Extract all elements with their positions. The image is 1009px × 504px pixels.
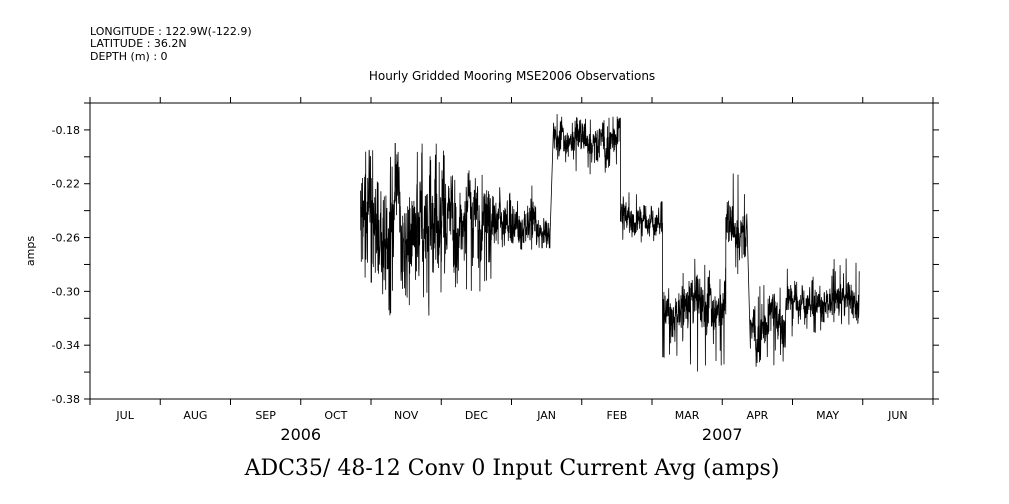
y-axis-label: amps (24, 236, 37, 266)
depth-label: DEPTH (m) : 0 (90, 50, 168, 63)
month-label: DEC (465, 409, 488, 422)
month-label: OCT (324, 409, 347, 422)
x-axis: JUL AUG SEP OCT NOV DEC JAN FEB MAR APR MAY JUN 2006… (89, 97, 934, 444)
month-label: MAY (816, 409, 839, 422)
y-tick-label: -0.22 (52, 178, 80, 191)
y-tick-label: -0.18 (52, 124, 80, 137)
y-axis: -0.18 -0.22 -0.26 -0.30 -0.34 -0.38 (52, 102, 939, 406)
latitude-label: LATITUDE : 36.2N (90, 37, 187, 50)
month-label: APR (746, 409, 768, 422)
month-label: AUG (183, 409, 207, 422)
plot-frame (89, 102, 934, 400)
data-series (360, 114, 860, 372)
month-label: SEP (255, 409, 276, 422)
month-label: FEB (606, 409, 627, 422)
y-tick-label: -0.26 (52, 232, 80, 245)
series-line (360, 114, 860, 372)
month-label: JUL (115, 409, 134, 422)
year-label: 2006 (280, 425, 321, 444)
month-label: JAN (536, 409, 556, 422)
month-label: MAR (675, 409, 700, 422)
month-label: JUN (887, 409, 908, 422)
y-tick-label: -0.30 (52, 285, 80, 298)
longitude-label: LONGITUDE : 122.9W(-122.9) (90, 25, 252, 38)
y-tick-label: -0.38 (52, 393, 80, 406)
month-label: NOV (394, 409, 419, 422)
y-tick-label: -0.34 (52, 339, 80, 352)
x-axis-label: ADC35/ 48-12 Conv 0 Input Current Avg (a… (244, 456, 780, 481)
chart-title: Hourly Gridded Mooring MSE2006 Observati… (369, 69, 655, 83)
year-label: 2007 (702, 425, 743, 444)
